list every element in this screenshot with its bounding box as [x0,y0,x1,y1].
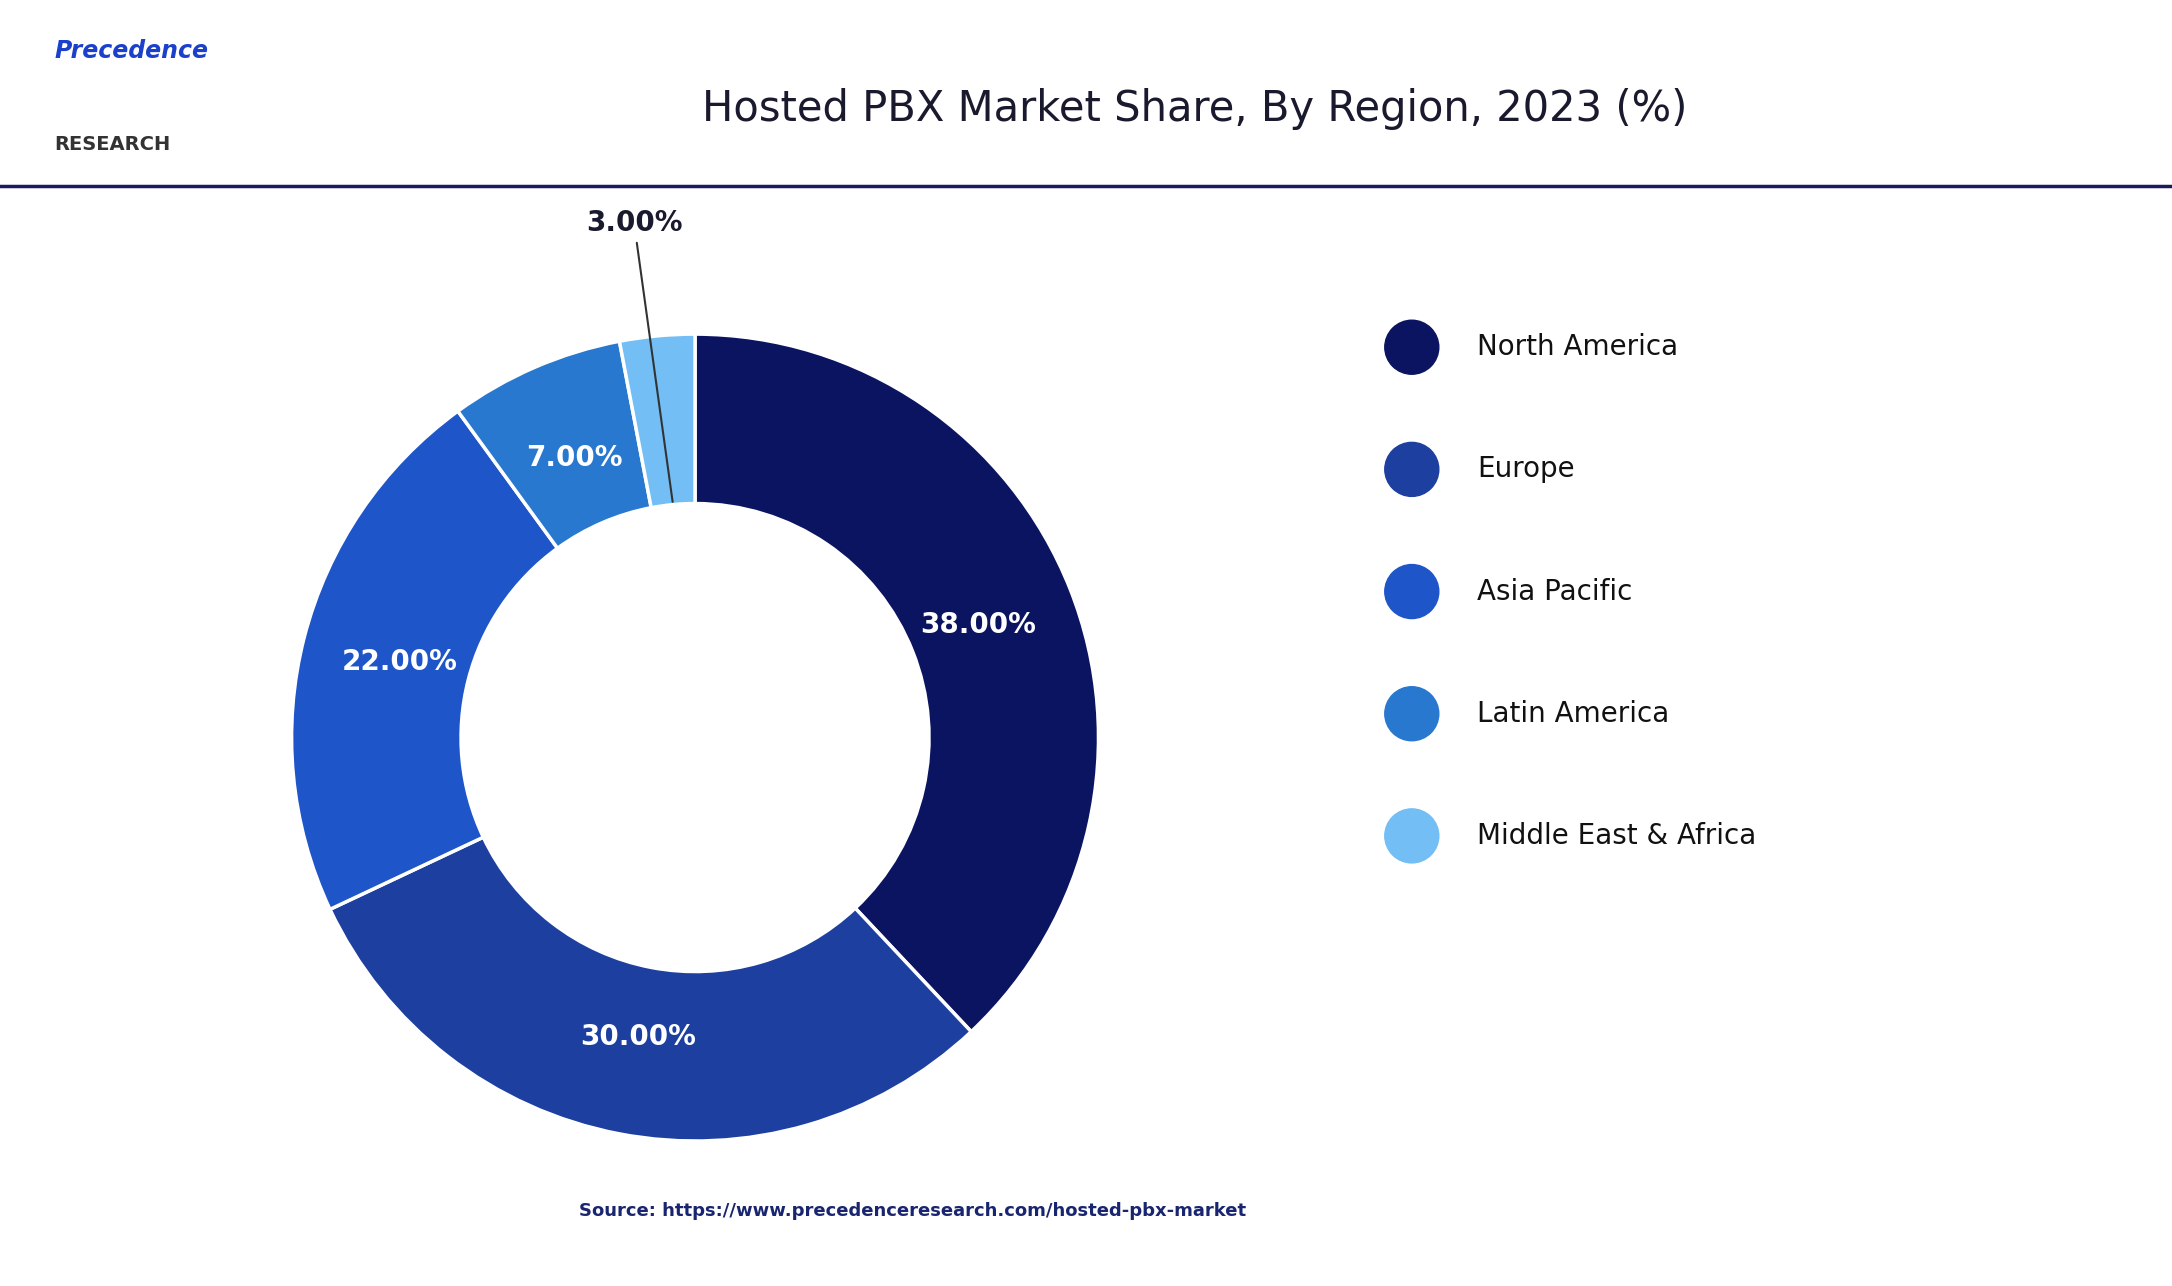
Text: 30.00%: 30.00% [580,1022,695,1051]
Circle shape [1386,687,1438,741]
Text: Precedence: Precedence [54,39,209,63]
Text: 22.00%: 22.00% [341,648,458,676]
Wedge shape [619,334,695,508]
Wedge shape [695,334,1099,1031]
Circle shape [1386,565,1438,619]
Wedge shape [330,837,971,1141]
Text: RESEARCH: RESEARCH [54,135,172,154]
Circle shape [1386,809,1438,863]
Text: 38.00%: 38.00% [921,611,1036,639]
Circle shape [1386,442,1438,496]
Wedge shape [458,341,652,548]
Text: Middle East & Africa: Middle East & Africa [1477,822,1757,850]
Text: 3.00%: 3.00% [586,210,682,502]
Wedge shape [291,412,558,909]
Text: 7.00%: 7.00% [526,444,623,472]
Circle shape [1386,320,1438,374]
Text: North America: North America [1477,333,1679,361]
Text: Latin America: Latin America [1477,700,1670,728]
Text: Source: https://www.precedenceresearch.com/hosted-pbx-market: Source: https://www.precedenceresearch.c… [578,1202,1247,1220]
Text: Hosted PBX Market Share, By Region, 2023 (%): Hosted PBX Market Share, By Region, 2023… [702,89,1688,130]
Text: Europe: Europe [1477,455,1575,484]
Text: Asia Pacific: Asia Pacific [1477,577,1633,606]
